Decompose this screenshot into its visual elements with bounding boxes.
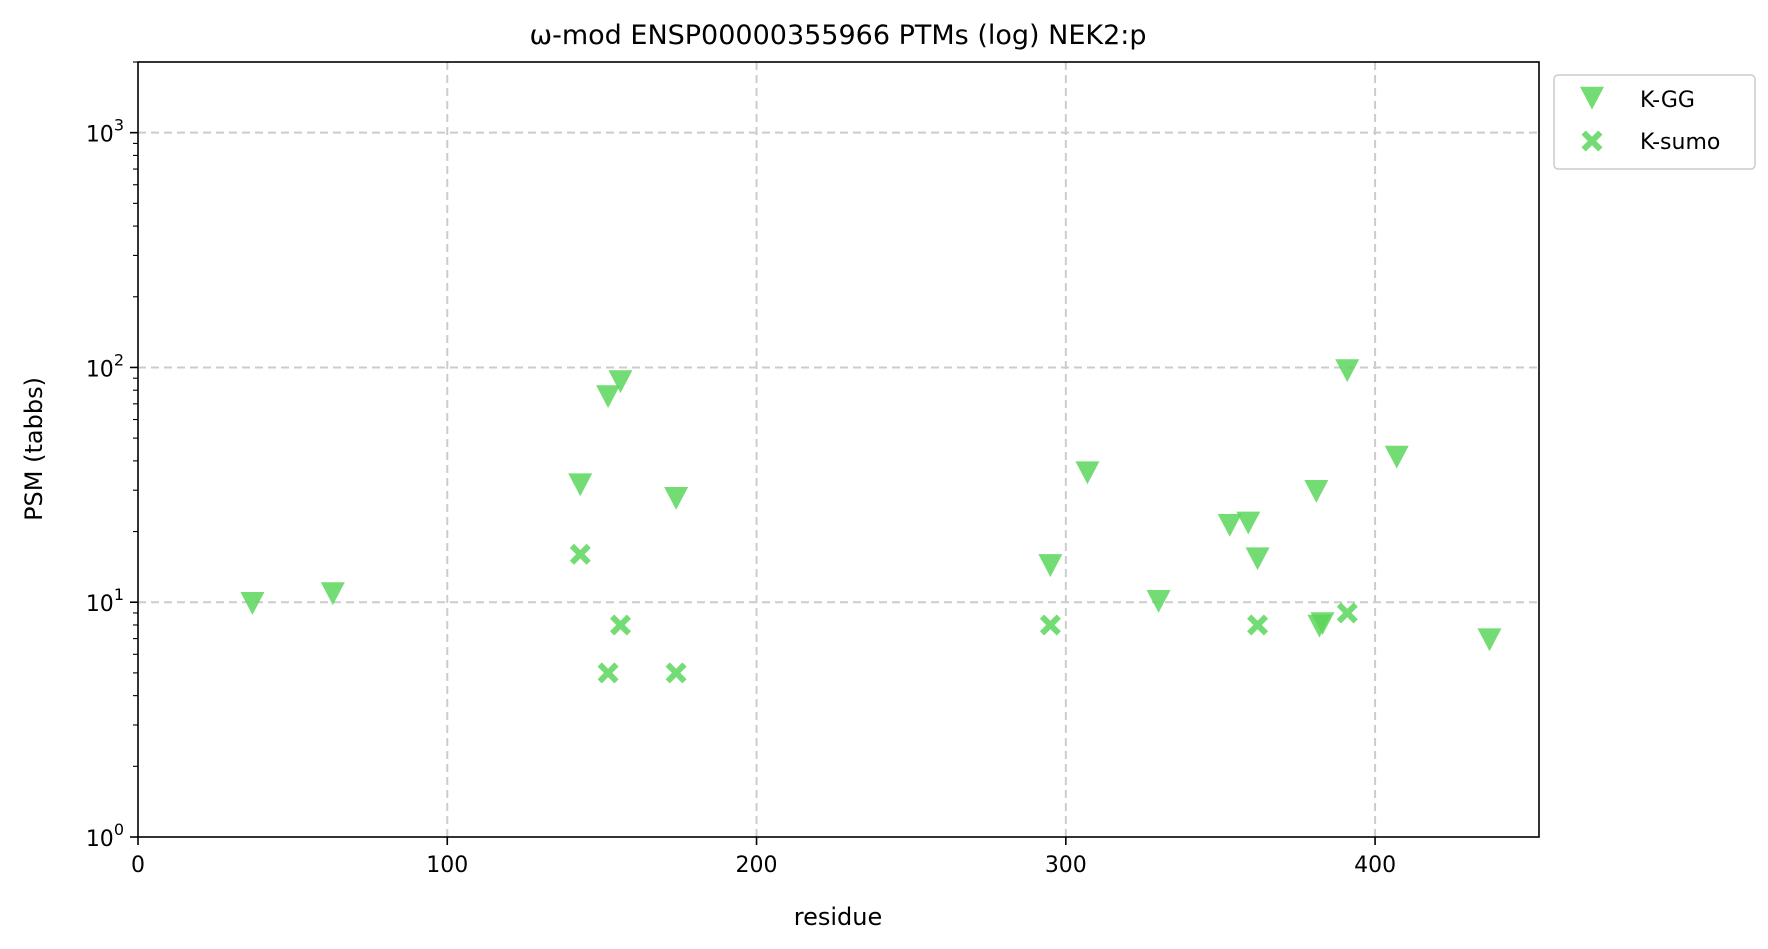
x-axis-label: residue	[794, 903, 883, 931]
k-gg-point	[1075, 461, 1100, 485]
k-gg-point	[1304, 480, 1329, 503]
k-gg-point	[1384, 445, 1409, 469]
y-axis-label: PSM (tabbs)	[20, 377, 48, 521]
k-gg-point	[1310, 612, 1335, 636]
legend-box	[1553, 74, 1756, 170]
k-sumo-point	[597, 662, 619, 684]
x-tick-label: 300	[1045, 853, 1087, 878]
k-gg-point	[568, 473, 593, 497]
k-sumo-point	[665, 662, 687, 684]
k-sumo-point	[569, 543, 591, 565]
x-tick-label: 400	[1354, 853, 1396, 878]
k-gg-point	[1477, 628, 1502, 652]
k-gg-point	[240, 592, 265, 615]
legend-k-gg-marker	[1580, 86, 1604, 110]
x-tick-label: 100	[426, 853, 468, 878]
k-sumo-point	[1039, 614, 1061, 636]
plot-frame	[137, 61, 1540, 838]
k-gg-point	[1245, 547, 1270, 571]
x-tick-label: 0	[131, 853, 145, 878]
y-axis-ticks: 100 101 102 103	[86, 61, 138, 852]
legend: K-GG K-sumo	[1553, 74, 1756, 170]
x-axis-ticks: 0 100 200 300 400	[131, 837, 1396, 878]
k-gg-point	[1217, 513, 1242, 537]
k-gg-point	[1038, 554, 1063, 577]
k-gg-point	[596, 385, 621, 409]
x-tick-label: 200	[736, 853, 778, 878]
chart-title: ω-mod ENSP00000355966 PTMs (log) NEK2:p	[529, 20, 1146, 51]
y-tick-label: 100	[86, 820, 124, 852]
legend-label: K-GG	[1640, 88, 1695, 113]
data-points	[240, 359, 1502, 684]
y-tick-label: 102	[86, 350, 124, 382]
y-tick-label: 101	[86, 585, 124, 617]
grid-lines	[138, 62, 1539, 837]
k-gg-point	[1335, 359, 1360, 383]
legend-k-sumo-marker	[1581, 130, 1603, 152]
y-tick-label: 103	[86, 116, 124, 148]
k-sumo-point	[1247, 614, 1269, 636]
k-gg-point	[1236, 511, 1261, 535]
k-sumo-point	[1336, 602, 1358, 624]
legend-label: K-sumo	[1640, 130, 1720, 155]
k-gg-point	[608, 370, 633, 394]
k-sumo-point	[610, 614, 631, 636]
k-gg-point	[1146, 590, 1171, 613]
k-gg-point	[320, 582, 345, 606]
k-gg-point	[664, 487, 689, 510]
